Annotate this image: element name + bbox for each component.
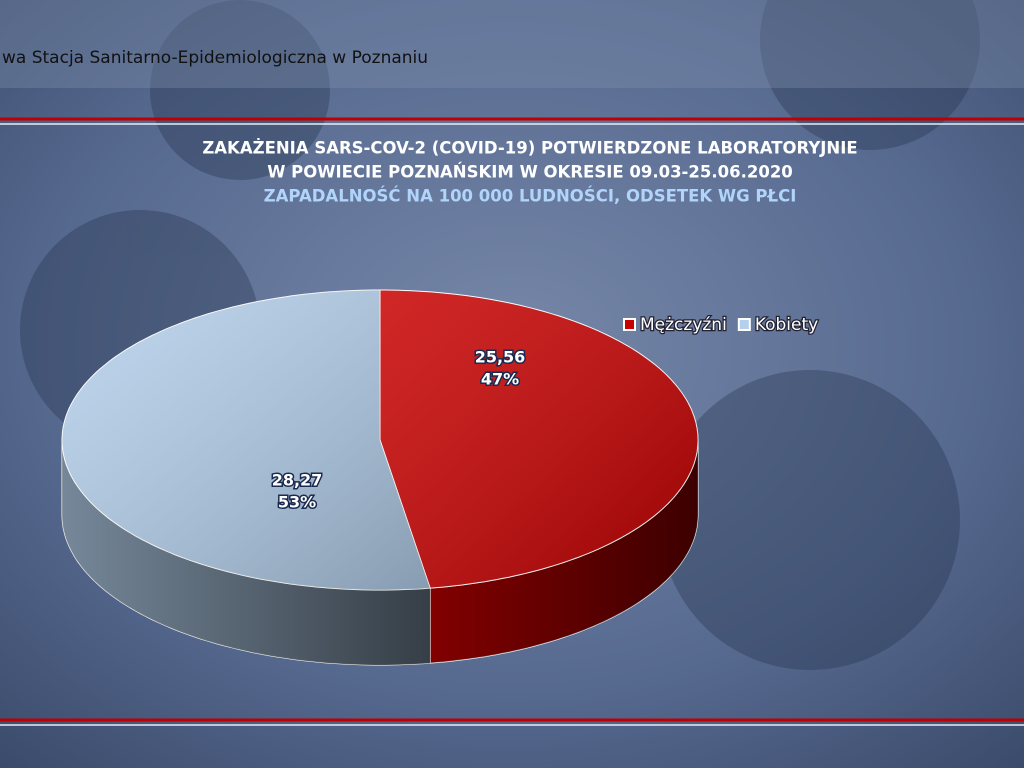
data-label: 25,56 [475,348,526,367]
chart-title: W POWIECIE POZNAŃSKIM W OKRESIE 09.03-25… [267,163,793,182]
legend-swatch [737,318,751,331]
percent-label: 53% [278,493,316,512]
virus-decoration [20,0,980,670]
percent-label: 47% [481,370,519,389]
legend-label: Kobiety [755,315,818,335]
slice-side-shade [62,440,431,665]
chart-title: ZAKAŻENIA SARS-COV-2 (COVID-19) POTWIERD… [202,139,857,158]
pie: 25,56 47% 28,27 53% Mężczyźni Kobiety [61,289,819,666]
legend-swatch [623,318,636,331]
slice-shade [380,290,698,589]
slice-shade [62,290,431,590]
chart-subtitle: ZAPADALNOŚĆ NA 100 000 LUDNOŚCI, ODSETEK… [264,187,797,206]
legend-label: Mężczyźni [640,315,727,335]
header-band [0,0,1024,88]
header-text: wa Stacja Sanitarno-Epidemiologiczna w P… [2,48,428,68]
slice-side-shade [430,440,698,664]
data-label: 28,27 [272,471,323,490]
